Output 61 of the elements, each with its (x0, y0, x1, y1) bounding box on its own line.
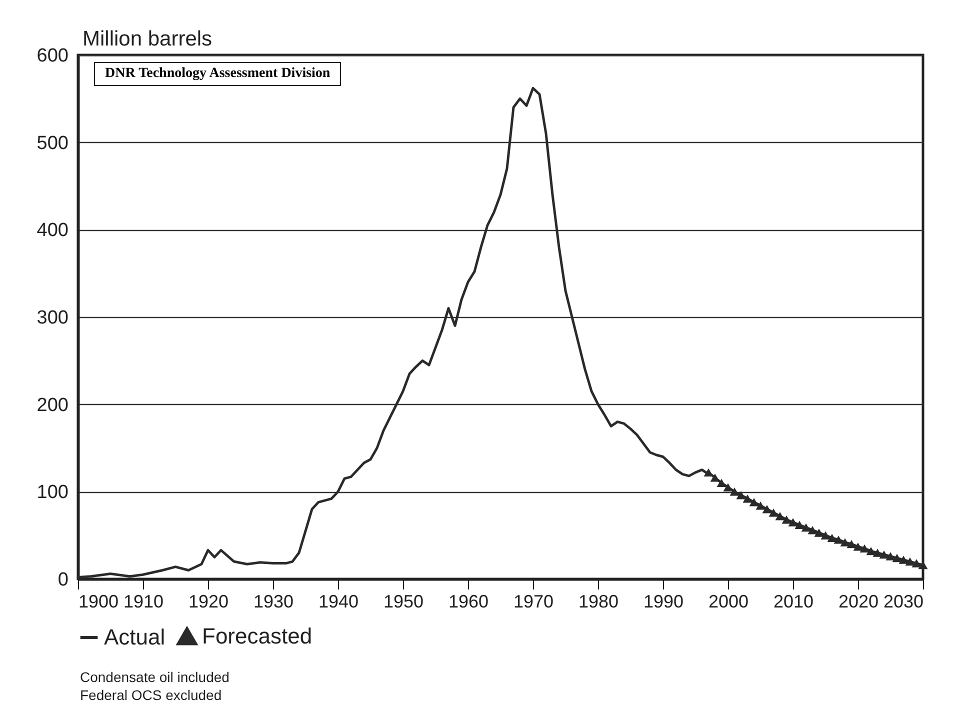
point (775, 512, 785, 520)
point (794, 520, 804, 529)
x-tick-label: 1990 (643, 592, 684, 612)
y-tick-label: 300 (36, 308, 68, 328)
point (704, 468, 714, 477)
point (840, 538, 850, 546)
point (801, 523, 811, 532)
x-tick-label: 1930 (253, 592, 294, 612)
point (730, 488, 740, 496)
point (860, 544, 870, 553)
text: Federal OCS excluded (80, 687, 222, 703)
x-tick-label: 1920 (188, 592, 229, 612)
point (723, 483, 733, 492)
point (846, 540, 856, 548)
point (814, 528, 824, 537)
text: Condensate oil included (80, 669, 230, 685)
point (866, 546, 876, 556)
point (762, 505, 772, 514)
point (736, 491, 746, 500)
x-tick-label: 1940 (318, 592, 359, 612)
y-tick-label: 500 (36, 132, 68, 154)
point (912, 559, 922, 568)
x-tick-label: 2030 (883, 592, 924, 612)
x-tick-label: 1900 (78, 592, 119, 612)
point (820, 531, 830, 540)
x-tick-label: 1910 (123, 592, 164, 612)
point (872, 548, 882, 557)
y-axis-title: Million barrels (82, 28, 212, 50)
y-tick-label: 200 (36, 394, 68, 416)
y-tick-label: 400 (36, 220, 68, 242)
point (886, 552, 896, 560)
point (834, 536, 844, 544)
legend-label: Forecasted (202, 623, 312, 648)
y-tick-label: 100 (36, 482, 68, 504)
legend-label: Actual (104, 624, 166, 650)
y-tick-label: 0 (58, 570, 68, 590)
point (742, 494, 752, 503)
point (827, 534, 837, 542)
point (788, 518, 798, 526)
point (898, 556, 908, 564)
annotation: DNR Technology Assessment Division (94, 62, 342, 86)
x-tick-label: 1980 (578, 592, 619, 612)
y-tick-label: 600 (36, 46, 68, 66)
x-tick-label: 1960 (448, 592, 489, 612)
point (716, 478, 726, 488)
x-tick-label: 2010 (773, 592, 814, 612)
x-tick-label: 1970 (513, 592, 554, 612)
point (808, 526, 818, 534)
point (853, 542, 863, 551)
x-tick-label: 1950 (383, 592, 424, 612)
x-tick-label: 2020 (838, 592, 879, 612)
point (756, 502, 766, 510)
point (710, 474, 720, 482)
point (892, 554, 902, 562)
point (749, 498, 759, 506)
point (782, 516, 792, 524)
point (879, 550, 889, 559)
point (905, 557, 915, 566)
point (768, 508, 778, 517)
point (918, 560, 928, 570)
x-tick-label: 2000 (708, 592, 749, 612)
